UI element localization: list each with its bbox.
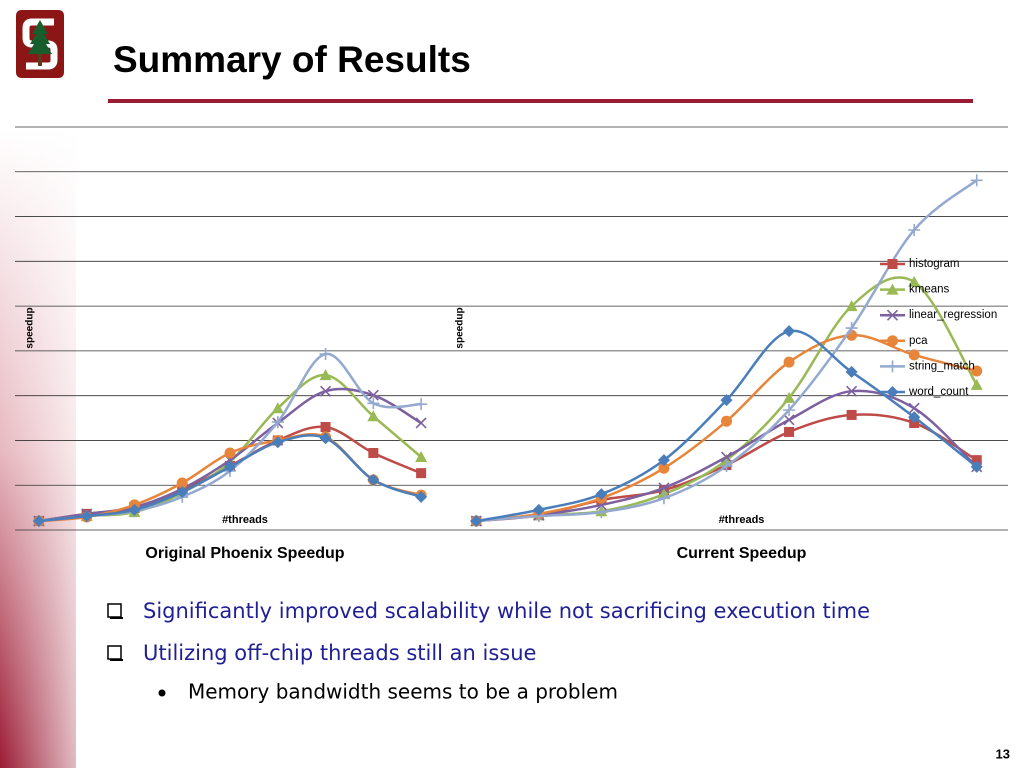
legend-marker	[886, 283, 899, 295]
marker	[128, 503, 141, 516]
checkbox-shadow	[110, 617, 123, 619]
marker	[595, 488, 608, 501]
chart: #threads speedup Current Speedup histogram k…	[445, 126, 1008, 562]
marker	[367, 397, 380, 410]
marker	[176, 485, 189, 498]
bullet-text: Significantly improved scalability while…	[143, 599, 870, 623]
marker	[367, 410, 380, 422]
marker	[657, 454, 670, 467]
series-line	[476, 179, 978, 523]
marker	[80, 510, 93, 523]
side-band-shade	[0, 130, 76, 768]
bullet-text: Utilizing off-chip threads still an issu…	[143, 641, 536, 665]
marker	[470, 515, 483, 528]
marker	[271, 402, 284, 414]
marker	[784, 426, 795, 437]
chart: #threads speedup Original Phoenix Speedup	[15, 126, 445, 562]
marker	[721, 415, 732, 427]
marker	[783, 403, 796, 416]
marker	[908, 402, 920, 414]
marker	[415, 417, 427, 429]
legend-marker	[886, 309, 899, 321]
marker	[720, 459, 733, 472]
marker	[783, 391, 796, 403]
x-axis-title: #threads	[719, 514, 765, 526]
series-line	[476, 389, 978, 523]
marker	[908, 411, 921, 424]
marker	[846, 409, 857, 420]
marker	[176, 477, 188, 489]
marker	[970, 174, 983, 187]
marker	[720, 451, 733, 463]
marker	[970, 378, 983, 390]
legend-label: linear_regression	[909, 309, 997, 321]
marker	[783, 325, 796, 338]
marker	[846, 385, 858, 397]
marker	[908, 275, 921, 287]
marker	[319, 369, 332, 381]
marker	[319, 385, 332, 397]
marker	[319, 348, 332, 361]
chart-title: Current Speedup	[677, 545, 807, 562]
y-axis-title: speedup	[25, 307, 36, 348]
logo	[16, 10, 64, 78]
x-axis-title: #threads	[222, 514, 268, 526]
marker	[783, 356, 795, 368]
legend-label: histogram	[909, 258, 960, 270]
marker	[32, 515, 45, 528]
marker	[971, 455, 982, 466]
marker	[970, 460, 983, 473]
legend-label: kmeans	[909, 284, 950, 296]
legend-label: string_match	[909, 360, 975, 372]
marker	[224, 447, 236, 459]
marker	[415, 490, 428, 503]
checkbox-shadow	[110, 659, 123, 661]
marker	[320, 422, 331, 433]
marker	[658, 482, 670, 494]
marker	[845, 300, 858, 312]
y-axis-title: speedup	[455, 307, 466, 348]
marker	[908, 349, 920, 361]
marker	[368, 447, 379, 458]
marker	[657, 492, 670, 505]
page-number: 13	[996, 746, 1010, 761]
legend-label: pca	[909, 335, 928, 347]
marker	[271, 416, 284, 429]
marker	[319, 432, 332, 445]
marker	[415, 398, 428, 411]
marker	[367, 389, 379, 401]
legend-marker	[886, 360, 899, 373]
legend-marker	[886, 386, 899, 398]
marker	[971, 365, 983, 377]
sub-bullet-text: Memory bandwidth seems to be a problem	[188, 680, 618, 704]
marker	[908, 223, 921, 236]
marker	[416, 468, 427, 479]
marker	[367, 473, 380, 486]
marker	[845, 365, 858, 378]
marker	[783, 414, 795, 426]
marker	[271, 436, 284, 449]
marker	[415, 451, 428, 463]
slide-title: Summary of Results	[113, 39, 471, 80]
title-rule	[108, 99, 973, 103]
marker	[720, 394, 733, 407]
marker	[532, 503, 545, 516]
sub-bullet-dot	[158, 689, 166, 697]
legend-marker	[887, 335, 898, 347]
legend-marker	[887, 259, 898, 269]
marker	[595, 506, 608, 519]
legend-label: word_count	[908, 386, 969, 398]
marker	[658, 462, 670, 474]
marker	[224, 460, 236, 473]
chart-title: Original Phoenix Speedup	[145, 545, 344, 562]
marker	[845, 322, 858, 335]
